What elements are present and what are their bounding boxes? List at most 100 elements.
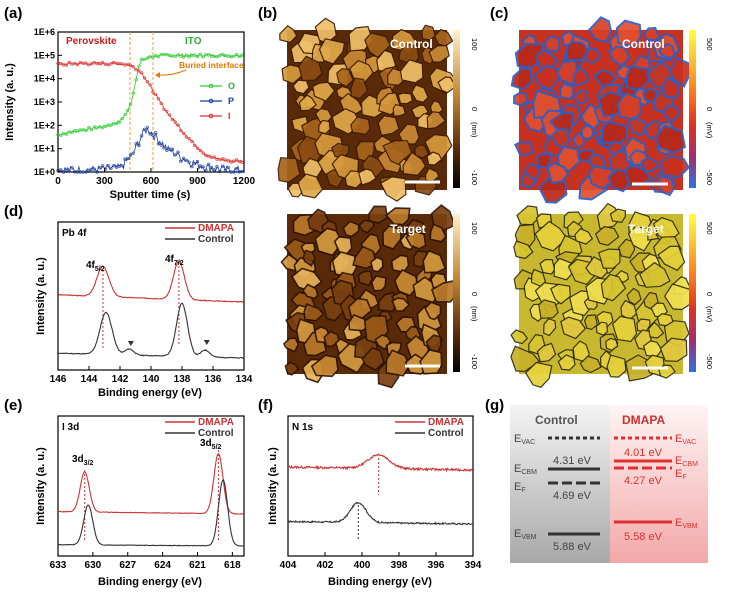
panel-a-plot [56,52,244,174]
point-i [173,120,177,124]
grain [336,68,354,88]
point-o [126,108,130,113]
afm-scale-top-2: 100 [470,222,479,235]
point-p [212,168,216,172]
satellite-marker [127,341,134,346]
xtick-label: 144 [81,374,98,385]
point-p [84,170,88,174]
point-i [223,158,227,162]
kpfm-unit-2: (mV) [705,306,714,323]
val-control-cbm: 4.31 eV [553,455,592,467]
point-o [59,133,63,137]
panel-e-element: I 3d [62,422,79,433]
region-ito: ITO [185,36,202,47]
point-o [215,55,219,59]
grain [385,349,411,377]
grain [583,314,599,331]
point-o [229,55,233,59]
panel-g: (g) Control DMAPA EVAC ECBM EF EVBM EVAC… [485,397,708,563]
xtick-label: 140 [143,374,160,385]
grain [601,120,628,145]
point-p [112,164,116,168]
point-i [179,129,183,133]
panel-a-xticks: 0 300 600 900 1200 [55,168,256,187]
point-p [182,156,186,160]
annotation-buried-interface: Buried interface [179,60,244,70]
point-o [179,54,183,58]
point-o [103,124,107,128]
label-evbm-r: EVBM [675,517,698,530]
label-ecbm-r: ECBM [675,455,698,468]
point-i [201,151,205,155]
grain [370,256,384,273]
ytick-label: 1E+4 [34,74,55,84]
point-p [140,134,144,138]
grain [510,329,529,345]
grain [557,354,576,371]
afm-scale-mid-2: 0 [470,292,479,296]
point-o [195,54,200,59]
point-i [103,62,107,66]
grain [598,248,621,269]
afm-colorbar-1 [453,30,460,188]
point-o [61,132,66,136]
grain [281,64,304,85]
point-o [154,53,158,58]
point-o [128,102,133,106]
point-p [87,168,91,172]
panel-b-label: (b) [258,5,277,22]
grain [659,337,688,362]
point-o [114,122,119,126]
xtick-label: 396 [428,560,445,571]
grain [556,145,581,173]
grain [385,207,411,226]
panel-e-xlabel: Binding energy (eV) [98,576,202,588]
afm-colorbar-2 [453,214,460,372]
legend-i: I [228,111,231,121]
grain [419,348,443,375]
grain [600,273,627,302]
point-o [98,125,102,129]
val-control-vbm: 5.88 eV [553,541,592,553]
grain [516,205,539,226]
point-p [235,167,239,171]
grain [392,103,407,117]
grain [656,174,676,197]
grain [641,87,659,104]
grain [303,303,325,322]
point-p [204,168,208,172]
legend-e-dmapa: DMAPA [198,417,234,428]
grain [357,270,374,287]
kpfm-scale-top-1: 500 [705,38,714,51]
satellite-marker [203,340,210,345]
grain [560,316,587,340]
point-i [176,123,180,127]
panel-e-legend: DMAPA Control [165,417,234,439]
point-i [126,62,130,67]
point-o [193,53,197,57]
grain [654,124,687,154]
grain [430,204,456,232]
label-evac-r: EVAC [675,433,696,446]
grain [411,84,429,103]
point-i [131,65,135,69]
point-p [179,159,183,163]
grain [647,321,665,339]
point-o [187,55,191,59]
point-p [70,166,74,170]
grain [583,47,601,64]
point-i [112,60,116,65]
grain [298,94,317,112]
kpfm-unit-1: (mV) [705,122,714,139]
panel-f-ylabel: Intensity (a. u.) [267,447,279,525]
grain [572,67,591,87]
peak-label-d1: 4f5/2 [86,260,105,273]
point-o [165,52,169,57]
point-i [87,63,91,67]
ytick-label: 1E+1 [34,144,55,154]
point-p [223,168,227,172]
point-o [81,128,85,132]
point-o [223,53,227,58]
grain [302,283,319,300]
point-i [182,131,186,136]
